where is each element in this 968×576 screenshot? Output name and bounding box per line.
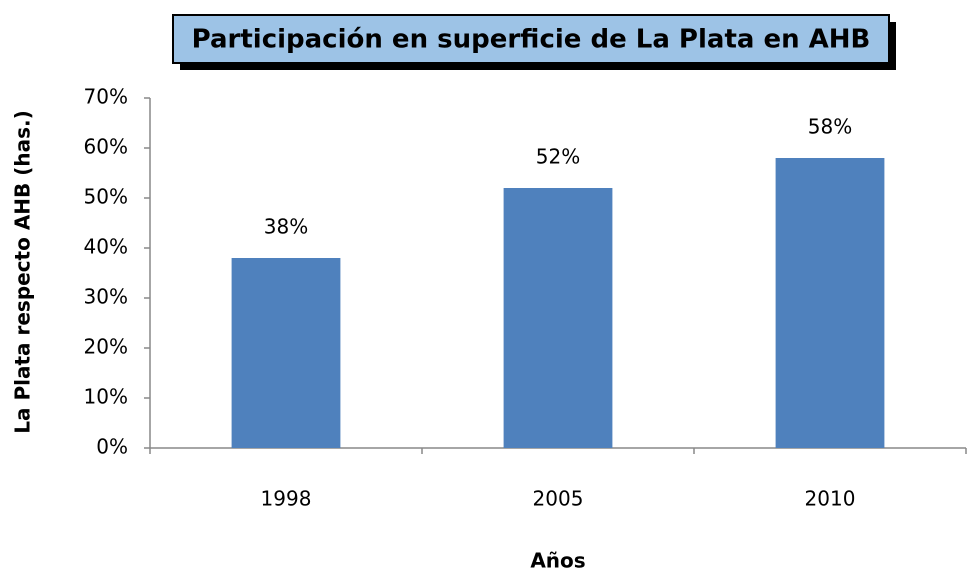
data-label: 52% [536,145,580,169]
y-tick-label: 10% [84,385,128,409]
data-label: 58% [808,115,852,139]
x-tick-label: 2010 [805,487,856,511]
bar [231,258,341,448]
data-label: 38% [264,215,308,239]
x-tick-label: 2005 [533,487,584,511]
y-tick-label: 30% [84,285,128,309]
y-tick-label: 20% [84,335,128,359]
bar [775,158,885,448]
title-box [172,14,890,64]
bar [503,188,613,448]
x-tick-label: 1998 [261,487,312,511]
chart-title: Participación en superficie de La Plata … [192,25,871,55]
x-axis-label: Años [530,549,585,573]
y-tick-label: 40% [84,235,128,259]
y-tick-label: 50% [84,185,128,209]
y-tick-label: 70% [84,85,128,109]
y-tick-label: 60% [84,135,128,159]
y-tick-label: 0% [96,435,128,459]
y-axis-label: La Plata respecto AHB (has.) [11,110,35,434]
